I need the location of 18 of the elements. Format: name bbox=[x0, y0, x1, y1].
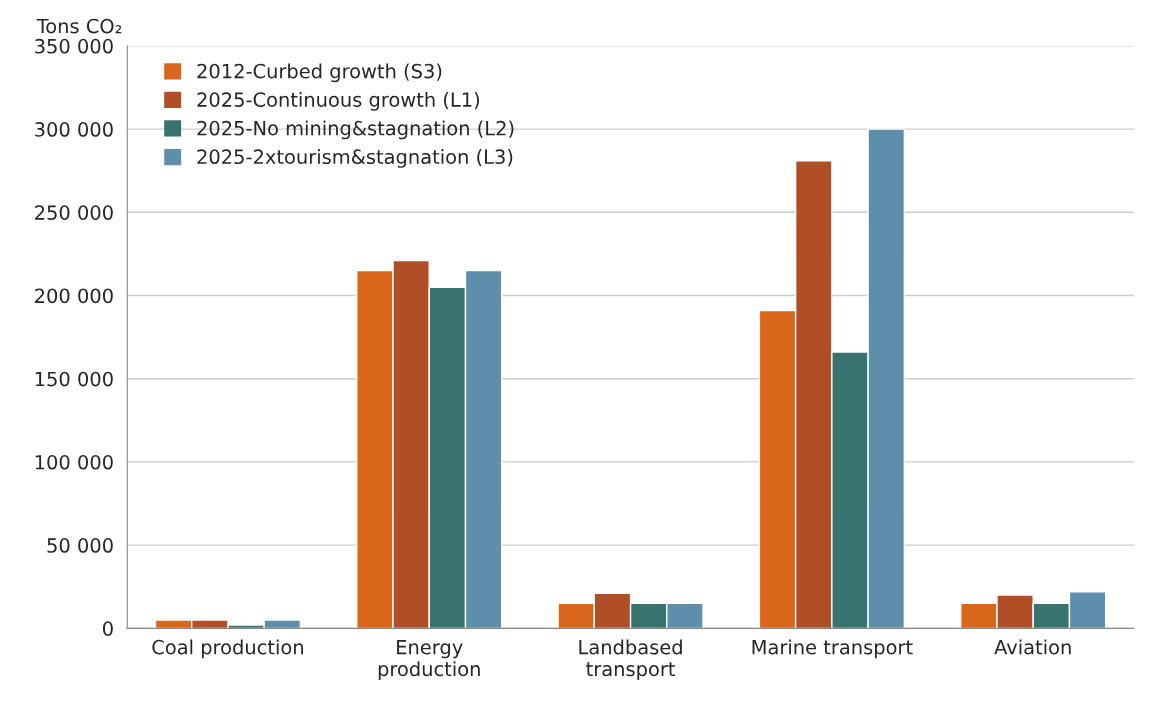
legend-label: 2012-Curbed growth (S3) bbox=[197, 63, 442, 83]
y-tick-label: 200 000 bbox=[35, 288, 113, 304]
y-tick-label: 50 000 bbox=[47, 538, 113, 553]
legend-label: 2025-No mining&stagnation (L2) bbox=[197, 120, 514, 140]
x-tick-label: Aviation bbox=[994, 639, 1071, 655]
y-tick-label: 250 000 bbox=[35, 205, 113, 220]
x-tick-label: Marine transport bbox=[752, 639, 913, 659]
y-tick-label: 0 bbox=[102, 621, 113, 636]
y-tick-label: 150 000 bbox=[35, 371, 113, 387]
x-tick-label: Coal production bbox=[152, 639, 303, 659]
y-tick-label: 100 000 bbox=[35, 454, 113, 470]
legend-label: 2025-2xtourism&stagnation (L3) bbox=[197, 149, 513, 168]
y-tick-label: 350 000 bbox=[35, 38, 113, 54]
legend-label: 2025-Continuous growth (L1) bbox=[197, 91, 480, 111]
y-tick-label: 300 000 bbox=[35, 122, 113, 137]
x-tick-label: Energy production bbox=[378, 640, 480, 681]
y-axis-title: Tons CO₂ bbox=[36, 18, 122, 34]
x-tick-label: Landbased transport bbox=[579, 639, 682, 681]
